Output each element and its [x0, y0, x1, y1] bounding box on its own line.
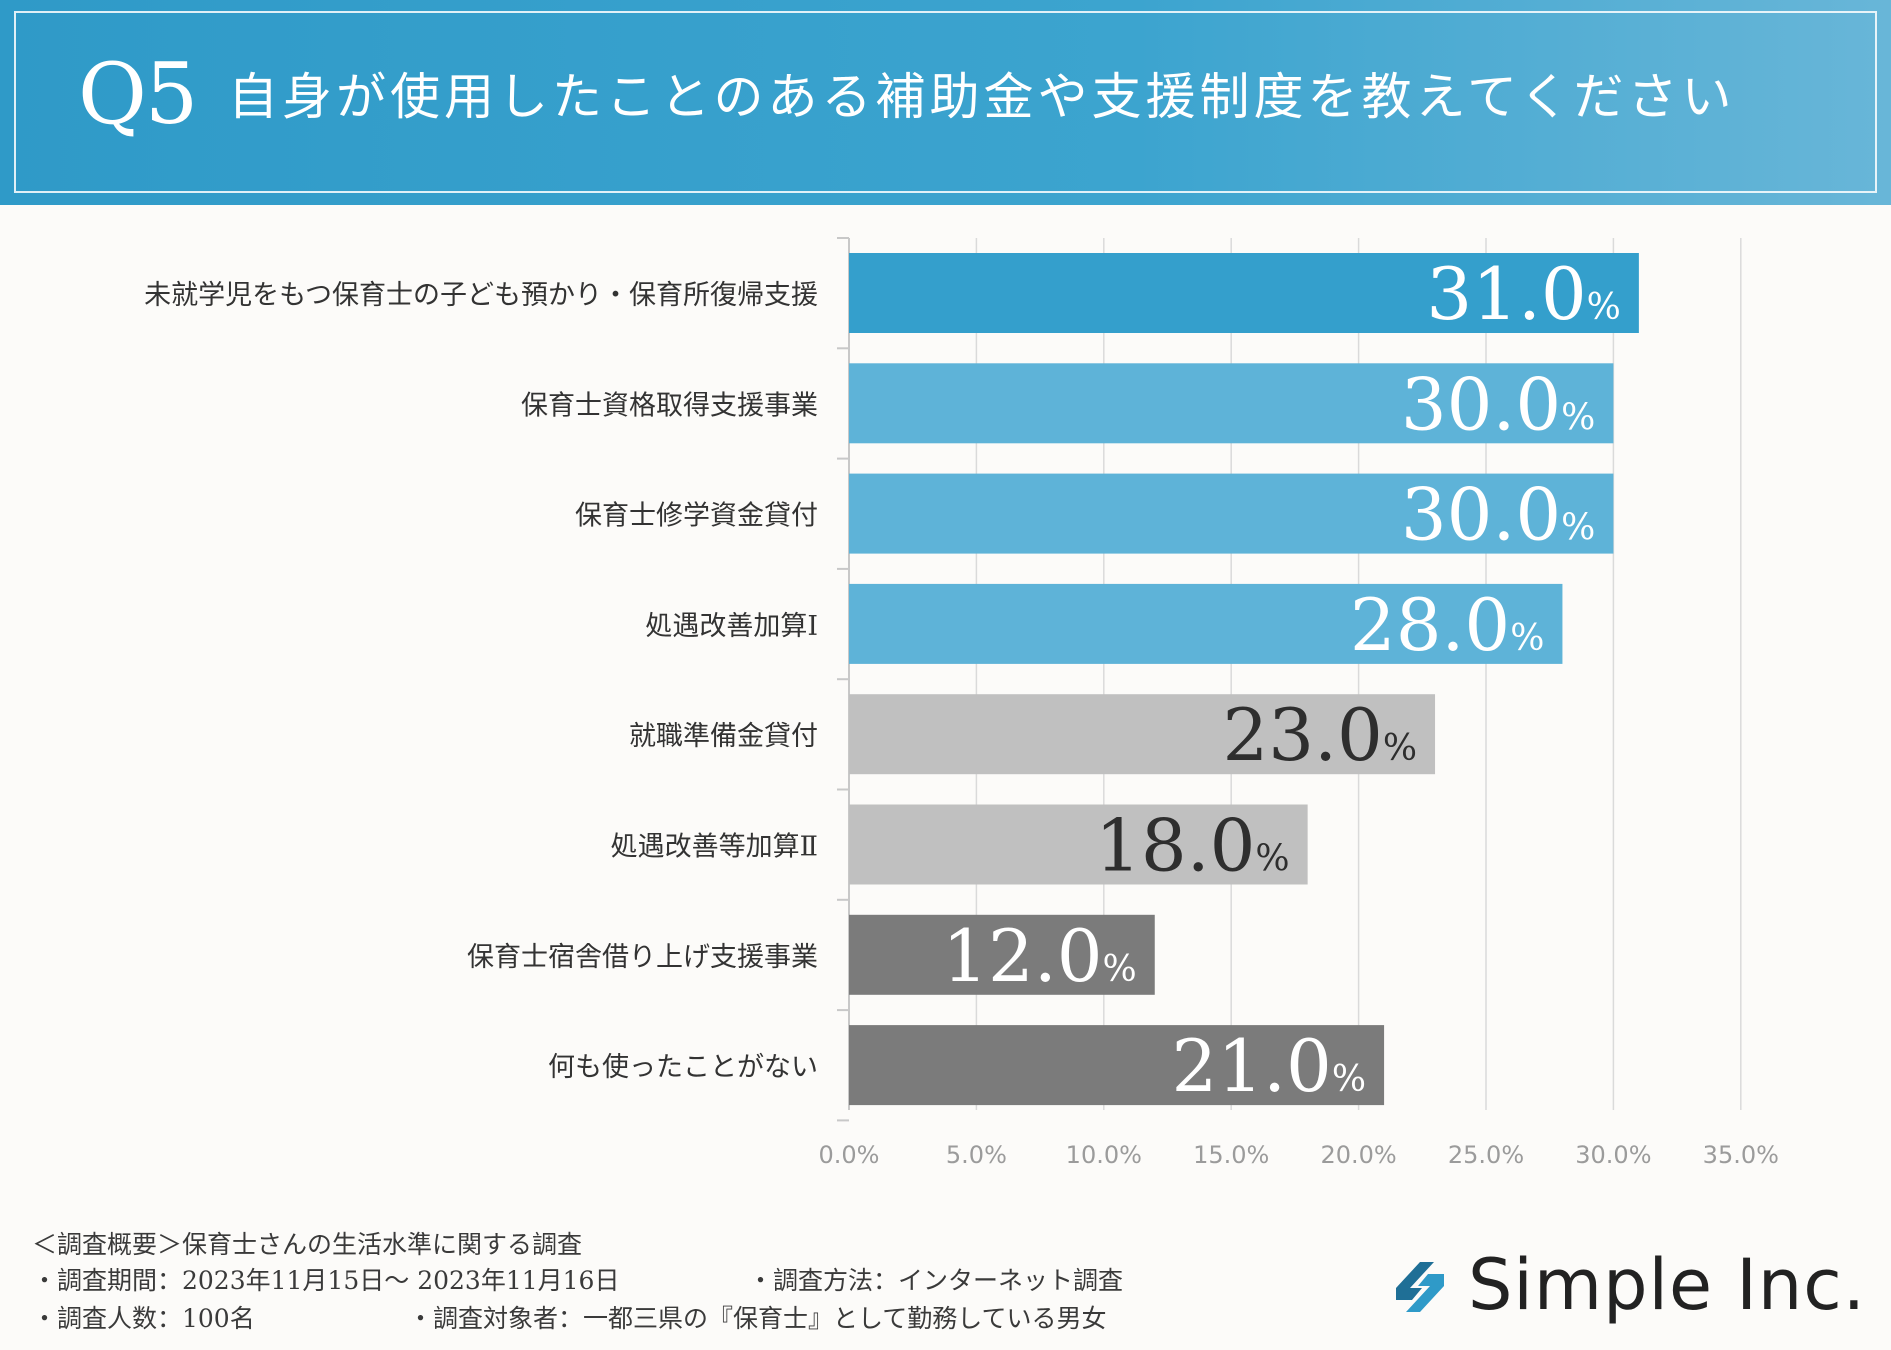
value-label: 23.0%	[1223, 693, 1418, 777]
bar-chart: 未就学児をもつ保育士の子ども預かり・保育所復帰支援保育士資格取得支援事業保育士修…	[144, 237, 1779, 1169]
bar	[849, 914, 1155, 995]
value-label: 30.0%	[1401, 473, 1596, 557]
survey-method: ・調査方法：インターネット調査	[748, 1266, 1124, 1295]
survey-count: ・調査人数：100名	[32, 1304, 255, 1333]
x-tick-label: 5.0%	[946, 1141, 1007, 1169]
category-label: 未就学児をもつ保育士の子ども預かり・保育所復帰支援	[144, 280, 818, 311]
bar	[849, 1025, 1385, 1106]
category-label: 保育士修学資金貸付	[575, 501, 818, 532]
question-title: 自身が使用したことのある補助金や支援制度を教えてください	[228, 68, 1736, 126]
bar	[849, 473, 1614, 554]
x-tick-label: 25.0%	[1448, 1141, 1524, 1169]
simple-logo-icon	[1396, 1262, 1444, 1312]
survey-summary: ＜調査概要＞保育士さんの生活水準に関する調査	[32, 1230, 583, 1259]
x-tick-label: 15.0%	[1193, 1141, 1269, 1169]
bars	[849, 253, 1639, 1106]
category-label: 保育士宿舎借り上げ支援事業	[467, 942, 818, 973]
category-label: 保育士資格取得支援事業	[521, 390, 818, 421]
category-label: 処遇改善加算Ⅰ	[645, 611, 818, 642]
value-labels: 31.0% 30.0% 30.0% 28.0% 23.0% 18.0% 12.0% 21.0%	[942, 252, 1621, 1108]
question-number: Q5	[78, 45, 198, 143]
value-label: 18.0%	[1095, 804, 1290, 888]
x-tick-label: 20.0%	[1320, 1141, 1396, 1169]
bar	[849, 804, 1308, 885]
survey-period: ・調査期間：2023年11月15日～ 2023年11月16日	[32, 1266, 620, 1295]
value-label: 12.0%	[942, 914, 1137, 998]
category-label: 何も使ったことがない	[548, 1052, 818, 1083]
value-label: 28.0%	[1350, 583, 1545, 667]
bar	[849, 583, 1563, 664]
category-label: 就職準備金貸付	[629, 721, 818, 752]
header-banner: Q5 自身が使用したことのある補助金や支援制度を教えてください	[0, 0, 1891, 205]
value-label: 21.0%	[1172, 1024, 1367, 1108]
survey-target: ・調査対象者：一都三県の『保育士』として勤務している男女	[408, 1304, 1107, 1333]
x-tick-label: 0.0%	[819, 1141, 880, 1169]
bar	[849, 253, 1639, 333]
category-label: 処遇改善等加算Ⅱ	[611, 832, 818, 863]
bar	[849, 694, 1436, 775]
brand-name: Simple Inc.	[1468, 1244, 1867, 1326]
header-frame	[14, 11, 1877, 193]
x-tick-label: 35.0%	[1703, 1141, 1779, 1169]
x-axis-ticks: 0.0% 5.0% 10.0% 15.0% 20.0% 25.0% 30.0% 35.0%	[819, 1141, 1779, 1169]
x-tick-label: 10.0%	[1066, 1141, 1142, 1169]
bar	[849, 363, 1614, 444]
brand-logo: Simple Inc.	[1382, 1248, 1865, 1328]
category-labels: 未就学児をもつ保育士の子ども預かり・保育所復帰支援保育士資格取得支援事業保育士修…	[144, 280, 818, 1083]
value-label: 30.0%	[1401, 362, 1596, 446]
x-tick-label: 30.0%	[1575, 1141, 1651, 1169]
value-label: 31.0%	[1426, 252, 1621, 336]
